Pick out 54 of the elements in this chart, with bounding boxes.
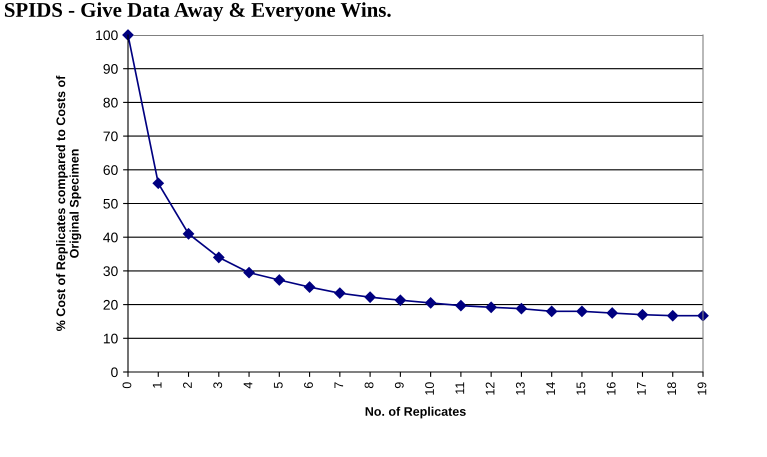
point — [636, 309, 648, 320]
y-tick-label: 20 — [104, 300, 118, 310]
x-tick-label: 9 — [394, 382, 404, 388]
x-axis-title: No. of Replicates — [366, 406, 466, 418]
point — [364, 292, 376, 303]
point — [576, 306, 588, 317]
point — [697, 310, 709, 322]
x-tick-label: 3 — [213, 382, 222, 388]
x-tick-label: 5 — [274, 382, 283, 388]
point — [243, 266, 255, 278]
point — [182, 228, 194, 240]
x-tick-label: 10 — [425, 382, 434, 395]
y-tick-label: 70 — [104, 131, 118, 142]
point — [667, 310, 678, 322]
x-tick-label: 18 — [667, 382, 676, 395]
x-tick-label: 2 — [183, 382, 192, 388]
y-tick-label: 60 — [104, 165, 118, 175]
point — [455, 300, 466, 312]
x-tick-label: 4 — [244, 382, 252, 388]
point — [546, 306, 558, 317]
y-axis-title: % Cost of Replicates compared to Costs of Original Specimen — [56, 76, 82, 331]
x-tick-label: 13 — [516, 382, 525, 395]
x-tick-label: 16 — [606, 382, 616, 395]
x-tick-label: 6 — [304, 382, 313, 388]
y-tick-label: 0 — [111, 367, 118, 378]
point — [122, 29, 134, 41]
x-tick-label: 8 — [364, 382, 374, 388]
x-tick-label: 19 — [698, 382, 706, 395]
point — [486, 302, 497, 313]
y-tick-label: 80 — [103, 98, 118, 108]
y-tick-label: 10 — [104, 334, 118, 344]
point — [425, 297, 436, 309]
y-tick-label: 100 — [96, 30, 118, 40]
x-tick-label: 0 — [122, 382, 132, 388]
x-tick-label: 7 — [334, 382, 344, 388]
point — [274, 274, 285, 286]
x-tick-label: 17 — [637, 382, 646, 395]
point — [394, 294, 406, 306]
x-tick-label: 1 — [152, 382, 162, 388]
point — [334, 288, 346, 299]
point — [516, 303, 528, 314]
y-tick-label: 40 — [103, 232, 118, 242]
chart-title: SPIDS - Give Data Away & Everyone Wins. — [4, 2, 391, 22]
point — [213, 252, 224, 264]
x-tick-label: 15 — [576, 382, 586, 395]
y-tick-label: 30 — [103, 266, 118, 276]
point — [606, 307, 618, 319]
x-tick-label: 14 — [546, 382, 555, 395]
point — [152, 178, 164, 189]
y-tick-label: 90 — [103, 64, 118, 74]
y-tick-label: 50 — [103, 198, 118, 209]
point — [304, 281, 316, 293]
x-tick-label: 12 — [486, 382, 494, 395]
x-tick-label: 11 — [456, 382, 464, 394]
